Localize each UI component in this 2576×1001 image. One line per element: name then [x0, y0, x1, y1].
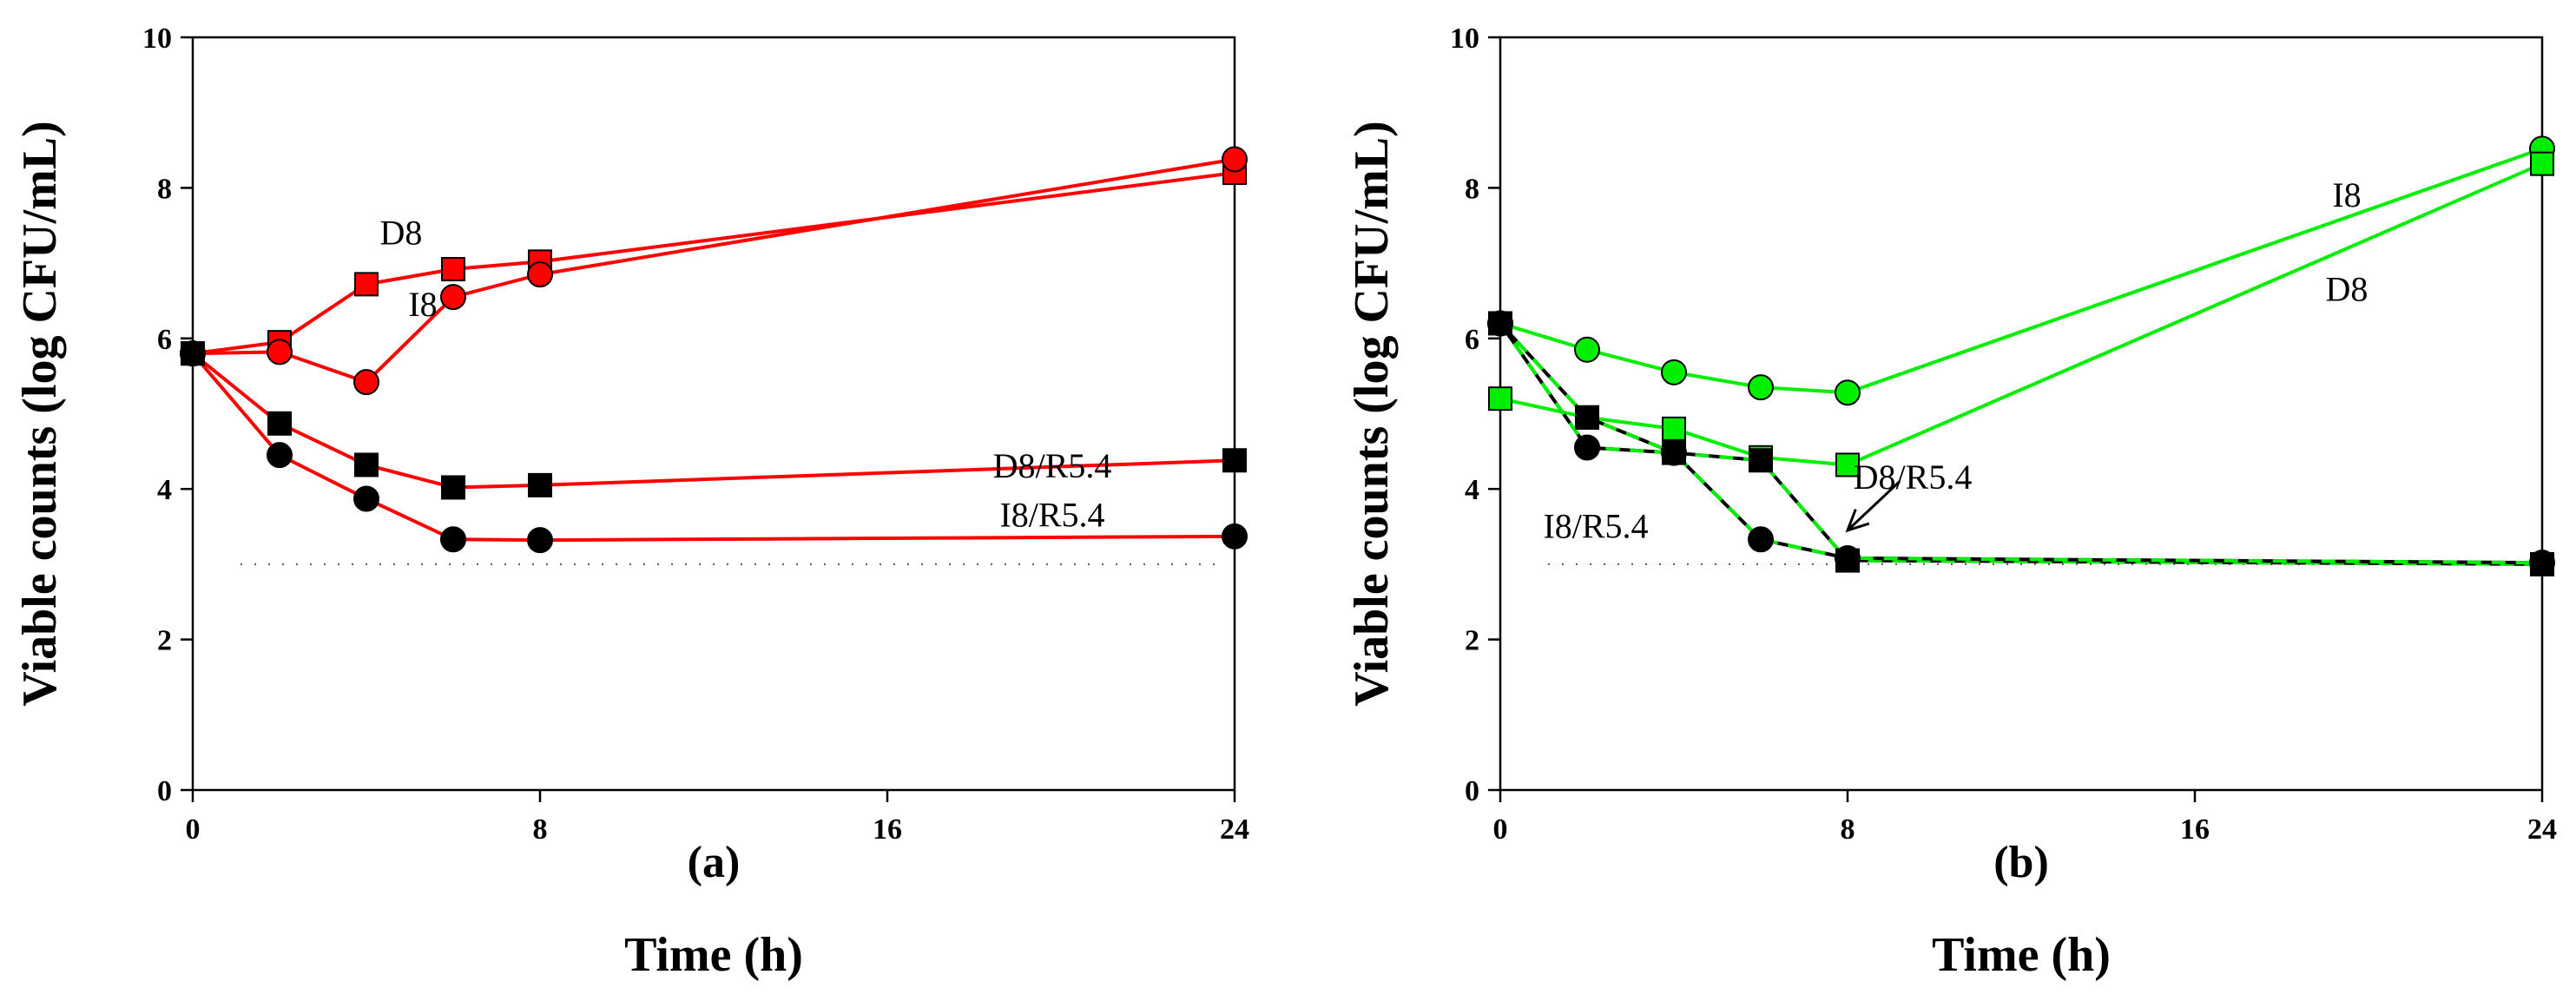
series-label: D8 — [2326, 269, 2368, 308]
point-3-4 — [1835, 544, 1861, 571]
annotation-arrow — [1846, 480, 1901, 531]
y-tick-label: 6 — [157, 324, 172, 356]
point-1-3 — [440, 284, 466, 311]
point-1-4 — [527, 261, 553, 288]
point-3-3 — [440, 526, 466, 553]
y-tick-label: 0 — [157, 775, 172, 807]
y-tick-label: 2 — [1465, 625, 1479, 657]
panel-label: (b) — [1993, 838, 2049, 887]
point-1-2 — [353, 369, 379, 396]
x-tick-label: 8 — [533, 813, 548, 846]
x-tick-label: 8 — [1841, 813, 1855, 846]
arrow-head — [1845, 509, 1870, 533]
y-tick-label: 10 — [142, 23, 172, 55]
point-2-3 — [1749, 448, 1773, 473]
point-2-3 — [441, 475, 465, 500]
point-2-5 — [1222, 448, 1247, 473]
series-line-3 — [1499, 322, 2543, 565]
series-line-3 — [191, 352, 1235, 543]
point-0-2 — [354, 272, 379, 297]
series-line-0 — [192, 171, 1235, 356]
series-label: D8 — [380, 213, 423, 252]
point-2-1 — [1575, 405, 1599, 430]
x-tick-label: 24 — [1220, 813, 1249, 846]
point-1-5 — [2530, 151, 2554, 176]
point-0-3 — [441, 257, 465, 282]
plot-frame — [1499, 36, 2544, 792]
point-3-0 — [180, 340, 206, 367]
series-line-underlay-3 — [1499, 322, 2543, 565]
y-axis-title: Viable counts (log CFU/mL) — [1345, 121, 1399, 707]
plot-frame — [191, 36, 1236, 792]
point-1-5 — [1222, 146, 1248, 173]
x-tick-label: 0 — [186, 813, 201, 846]
series-label: I8/R5.4 — [1543, 507, 1648, 546]
x-tick-label: 16 — [873, 813, 902, 846]
point-3-1 — [267, 442, 293, 469]
series-label: I8 — [2332, 175, 2361, 214]
x-axis-title: Time (h) — [624, 928, 803, 982]
series-label: I8 — [408, 285, 437, 324]
series-label: I8/R5.4 — [999, 496, 1104, 535]
point-1-0 — [1488, 386, 1512, 412]
x-tick-label: 0 — [1493, 813, 1508, 846]
point-3-2 — [353, 485, 379, 512]
series-line-2 — [191, 352, 1235, 490]
point-1-2 — [1662, 416, 1686, 441]
point-0-4 — [1835, 379, 1861, 406]
point-2-1 — [267, 411, 292, 436]
y-tick-label: 10 — [1450, 23, 1479, 55]
point-1-1 — [267, 339, 293, 365]
series-label: D8/R5.4 — [993, 446, 1112, 485]
point-3-5 — [2529, 550, 2555, 576]
y-tick-label: 2 — [157, 625, 172, 657]
y-tick-label: 8 — [157, 173, 172, 205]
point-3-0 — [1487, 310, 1513, 337]
series-line-1 — [192, 157, 1235, 385]
series-line-1 — [1499, 161, 2543, 467]
y-tick-label: 0 — [1465, 775, 1479, 807]
series-label: D8/R5.4 — [1854, 458, 1973, 497]
point-2-2 — [354, 452, 379, 477]
point-3-5 — [1222, 523, 1248, 550]
series-line-underlay-2 — [1499, 322, 2543, 566]
x-tick-label: 24 — [2527, 813, 2557, 846]
y-tick-label: 4 — [157, 474, 172, 506]
panel-label: (a) — [688, 838, 741, 887]
y-tick-label: 8 — [1465, 173, 1479, 205]
y-axis-title: Viable counts (log CFU/mL) — [13, 121, 67, 707]
x-axis-title: Time (h) — [1932, 928, 2111, 982]
point-1-4 — [1835, 452, 1860, 477]
point-0-2 — [1661, 359, 1687, 385]
series-line-2 — [1499, 322, 2543, 566]
point-3-4 — [527, 527, 553, 554]
x-tick-label: 16 — [2180, 813, 2210, 846]
series-line-0 — [1499, 147, 2543, 395]
y-tick-label: 6 — [1465, 324, 1479, 356]
point-0-3 — [1748, 374, 1774, 401]
y-tick-label: 4 — [1465, 474, 1479, 506]
point-0-1 — [1574, 336, 1600, 363]
point-2-4 — [528, 472, 552, 497]
point-3-2 — [1661, 439, 1687, 466]
point-3-3 — [1748, 526, 1774, 553]
point-3-1 — [1574, 434, 1600, 461]
